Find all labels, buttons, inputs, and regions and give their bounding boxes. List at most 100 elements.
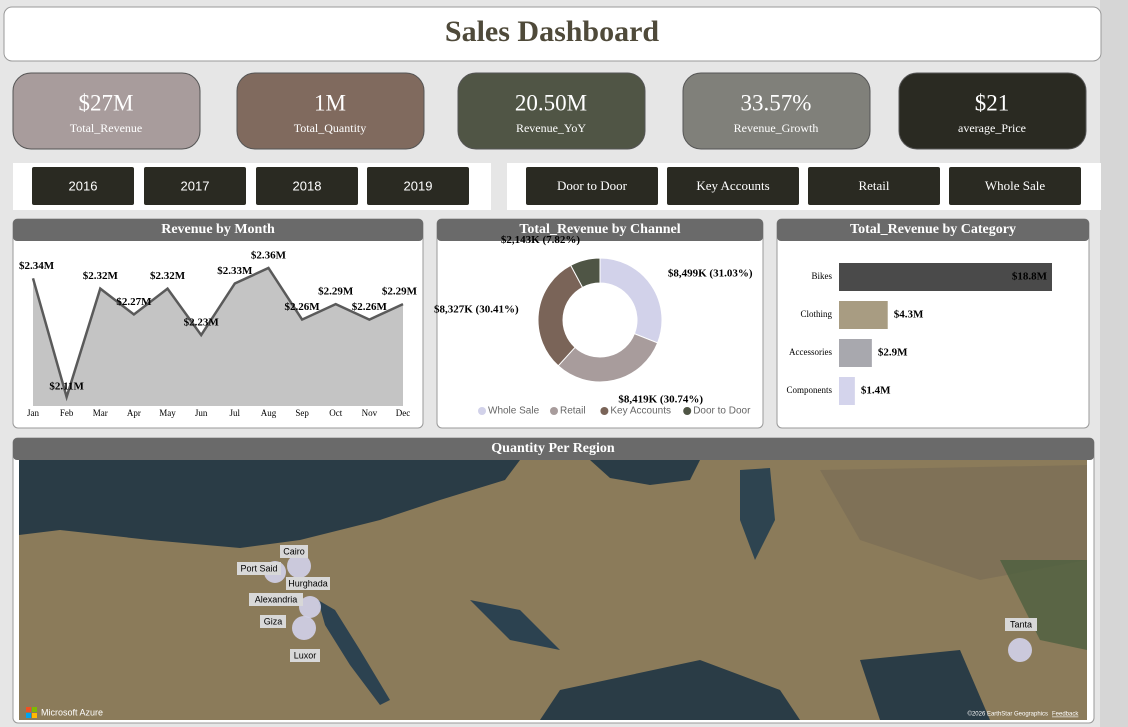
filter-button[interactable] xyxy=(808,167,940,205)
logo xyxy=(32,707,37,712)
filter-label[interactable]: Key Accounts xyxy=(696,178,769,193)
x-tick-label: Oct xyxy=(329,408,342,418)
region-label: Luxor xyxy=(294,650,317,660)
x-tick-label: Jun xyxy=(195,408,208,418)
y-tick-label: Components xyxy=(786,385,832,395)
kpi-label: Revenue_Growth xyxy=(734,121,819,135)
x-tick-label: Jul xyxy=(230,408,241,418)
data-label: $2.27M xyxy=(116,296,152,308)
label-box xyxy=(290,649,320,662)
filter-button[interactable] xyxy=(144,167,246,205)
data-label: $2.11M xyxy=(49,381,84,393)
kpi-value: $21 xyxy=(975,90,1010,115)
x-tick-label: Jan xyxy=(27,408,39,418)
data-label: $1.4M xyxy=(861,385,891,397)
x-tick-label: Aug xyxy=(261,408,277,418)
region-label: Tanta xyxy=(1010,619,1032,629)
label-box xyxy=(280,545,308,558)
map-copyright: ©2026 EarthStar Geographics xyxy=(968,711,1048,718)
panel xyxy=(776,218,1090,429)
panel-header xyxy=(777,219,1089,241)
panel-header xyxy=(13,219,423,241)
label-box xyxy=(249,593,303,606)
region-label: Hurghada xyxy=(288,578,328,588)
filter-button[interactable] xyxy=(526,167,658,205)
filter-label[interactable]: 2017 xyxy=(181,178,210,193)
kpi-card xyxy=(457,72,646,150)
kpi-value: $27M xyxy=(79,90,134,115)
label-box xyxy=(1005,618,1037,631)
filter-button[interactable] xyxy=(256,167,358,205)
map-sea xyxy=(19,460,520,548)
data-label: $2.26M xyxy=(285,301,321,313)
region-bubble[interactable] xyxy=(287,554,311,578)
kpi-card xyxy=(898,72,1087,150)
map-sea xyxy=(540,660,800,720)
legend-swatch xyxy=(478,407,486,415)
filter-button[interactable] xyxy=(667,167,799,205)
filter-label[interactable]: Retail xyxy=(858,178,889,193)
label-box xyxy=(286,577,330,590)
page-title: Sales Dashboard xyxy=(445,15,660,48)
x-tick-label: Nov xyxy=(362,408,378,418)
data-label: $2.32M xyxy=(83,270,119,282)
area xyxy=(33,268,403,406)
panel-header xyxy=(13,438,1094,460)
data-label: $8,499K (31.03%) xyxy=(668,268,753,280)
filter-label[interactable]: 2018 xyxy=(293,178,322,193)
filter-button[interactable] xyxy=(367,167,469,205)
chart-title: Total_Revenue by Channel xyxy=(519,222,680,237)
region-bubble[interactable] xyxy=(1008,638,1032,662)
kpi-card xyxy=(682,72,871,150)
legend-swatch xyxy=(600,407,609,415)
data-label: $2.26M xyxy=(352,301,388,313)
region-label: Cairo xyxy=(283,546,305,556)
data-label: $2.34M xyxy=(19,260,55,272)
header-box xyxy=(3,6,1102,62)
region-labels: Cairo Port Said Hurghada Alexandria Giza… xyxy=(237,545,1037,662)
filter-label[interactable]: Whole Sale xyxy=(985,178,1046,193)
region-bubble[interactable] xyxy=(299,596,321,618)
filter-button[interactable] xyxy=(32,167,134,205)
map-sea xyxy=(470,600,560,650)
filter-label[interactable]: 2019 xyxy=(404,178,433,193)
legend-label: Retail xyxy=(560,406,586,417)
y-tick-label: Clothing xyxy=(800,309,832,319)
kpi-label: Revenue_YoY xyxy=(516,121,586,135)
bar xyxy=(839,339,872,367)
legend-label: Door to Door xyxy=(693,406,751,417)
x-tick-label: Dec xyxy=(396,408,411,418)
filter-label[interactable]: 2016 xyxy=(69,178,98,193)
data-label: $4.3M xyxy=(894,309,924,321)
map-feedback[interactable]: Feedback xyxy=(1052,712,1079,718)
data-label: $8,419K (30.74%) xyxy=(618,393,703,405)
map-attribution: Microsoft Azure xyxy=(41,707,103,717)
x-tick-label: Sep xyxy=(295,408,309,418)
kpi-label: average_Price xyxy=(958,121,1026,135)
legend-swatch xyxy=(550,407,558,415)
region-bubble[interactable] xyxy=(292,616,316,640)
panel-header xyxy=(437,219,763,241)
line xyxy=(31,266,404,402)
x-tick-label: Mar xyxy=(93,408,108,418)
filter-button[interactable] xyxy=(949,167,1081,205)
logo xyxy=(32,713,37,718)
logo xyxy=(26,713,31,718)
data-label: $2.29M xyxy=(318,286,354,298)
region-label: Port Said xyxy=(240,563,277,573)
data-label: $2.32M xyxy=(150,270,186,282)
map-sea xyxy=(740,468,775,560)
x-tick-label: Apr xyxy=(127,408,141,418)
legend-label: Whole Sale xyxy=(488,406,540,417)
bar xyxy=(839,377,855,405)
y-tick-label: Bikes xyxy=(811,271,832,281)
data-label: $18.8M xyxy=(1012,271,1048,283)
data-label: $2.9M xyxy=(878,347,908,359)
y-tick-label: Accessories xyxy=(789,347,832,357)
data-label: $2,143K (7.82%) xyxy=(501,234,580,246)
filter-label[interactable]: Door to Door xyxy=(557,178,628,193)
bar xyxy=(839,263,1052,291)
data-label: $2.36M xyxy=(251,250,287,262)
scroll-strip xyxy=(1100,0,1128,727)
